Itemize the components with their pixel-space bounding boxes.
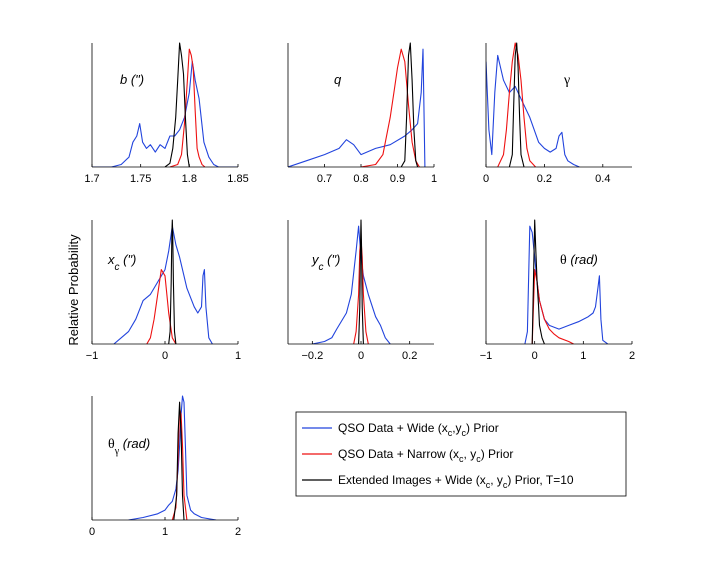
x-tick-label: 0.8 xyxy=(353,173,368,185)
series-line-extended xyxy=(173,401,185,520)
panel-parameter-label: b (") xyxy=(120,72,144,87)
legend-label-narrow: QSO Data + Narrow (xc, yc) Prior xyxy=(338,447,513,464)
series-line-wide xyxy=(524,225,609,344)
x-tick-label: 0.9 xyxy=(390,173,405,185)
series-line-extended xyxy=(400,42,419,167)
legend-frame xyxy=(295,411,627,497)
x-tick-label: 1 xyxy=(580,350,586,362)
x-tick-label: 0 xyxy=(358,350,364,362)
x-tick-label: 1.85 xyxy=(227,173,248,185)
x-tick-label: 1 xyxy=(162,526,168,538)
x-tick-label: 0.7 xyxy=(317,173,332,185)
legend-box: QSO Data + Wide (xc,yc) Prior QSO Data + … xyxy=(295,411,627,497)
panel-1: 1.7 1.75 1.8 1.85 b (") xyxy=(84,42,249,185)
series-line-extended xyxy=(508,42,525,167)
series-line-narrow xyxy=(360,48,420,167)
series-line-wide xyxy=(92,61,238,167)
panel-parameter-label: q xyxy=(334,72,342,87)
series-line-extended xyxy=(531,219,545,344)
series-line-extended xyxy=(358,219,364,344)
series-line-narrow xyxy=(169,48,206,167)
x-tick-label: 0.4 xyxy=(595,173,610,185)
x-tick-label: 0.2 xyxy=(402,350,417,362)
panel-6: −1 0 1 2 θ (rad) xyxy=(480,219,635,362)
panels-group: 1.7 1.75 1.8 1.85 b (") 0.7 0.8 0.9 1 q 0 0.2 0.4 γ −1… xyxy=(84,42,635,538)
panel-parameter-label: θ (rad) xyxy=(560,252,598,268)
panel-parameter-label: xc (") xyxy=(107,252,136,273)
panel-4: −1 0 1 xc (") xyxy=(86,219,241,362)
x-tick-label: 1.7 xyxy=(84,173,99,185)
panel-parameter-label: γ xyxy=(563,73,570,88)
series-line-extended xyxy=(168,219,177,344)
x-tick-label: 2 xyxy=(629,350,635,362)
legend-label-extended: Extended Images + Wide (xc, yc) Prior, T… xyxy=(338,473,574,490)
panel-2: 0.7 0.8 0.9 1 q xyxy=(287,42,437,185)
panel-7: 0 1 2 θγ (rad) xyxy=(89,395,241,538)
x-tick-label: 0 xyxy=(532,350,538,362)
series-line-extended xyxy=(164,42,190,167)
x-tick-label: −0.2 xyxy=(301,350,323,362)
series-line-narrow xyxy=(146,269,177,344)
x-tick-label: −1 xyxy=(480,350,493,362)
legend-label-wide: QSO Data + Wide (xc,yc) Prior xyxy=(338,421,499,438)
panel-3: 0 0.2 0.4 γ xyxy=(483,42,632,185)
series-line-wide xyxy=(128,395,217,520)
series-line-wide xyxy=(288,48,426,167)
series-line-wide xyxy=(486,54,580,167)
x-tick-label: 1.75 xyxy=(130,173,151,185)
x-tick-label: 0 xyxy=(89,526,95,538)
x-tick-label: 1 xyxy=(235,350,241,362)
x-tick-label: 0 xyxy=(162,350,168,362)
x-tick-label: 0.2 xyxy=(537,173,552,185)
x-tick-label: 1.8 xyxy=(182,173,197,185)
x-tick-label: 0 xyxy=(483,173,489,185)
series-line-narrow xyxy=(531,269,574,344)
panel-5: −0.2 0 0.2 yc (") xyxy=(287,219,434,362)
x-tick-label: 1 xyxy=(431,173,437,185)
panel-parameter-label: θγ (rad) xyxy=(108,436,150,457)
series-line-wide xyxy=(113,225,213,344)
panel-parameter-label: yc (") xyxy=(311,252,340,273)
x-tick-label: −1 xyxy=(86,350,99,362)
series-line-wide xyxy=(312,225,391,344)
y-axis-label: Relative Probability xyxy=(66,234,81,346)
x-tick-label: 2 xyxy=(235,526,241,538)
